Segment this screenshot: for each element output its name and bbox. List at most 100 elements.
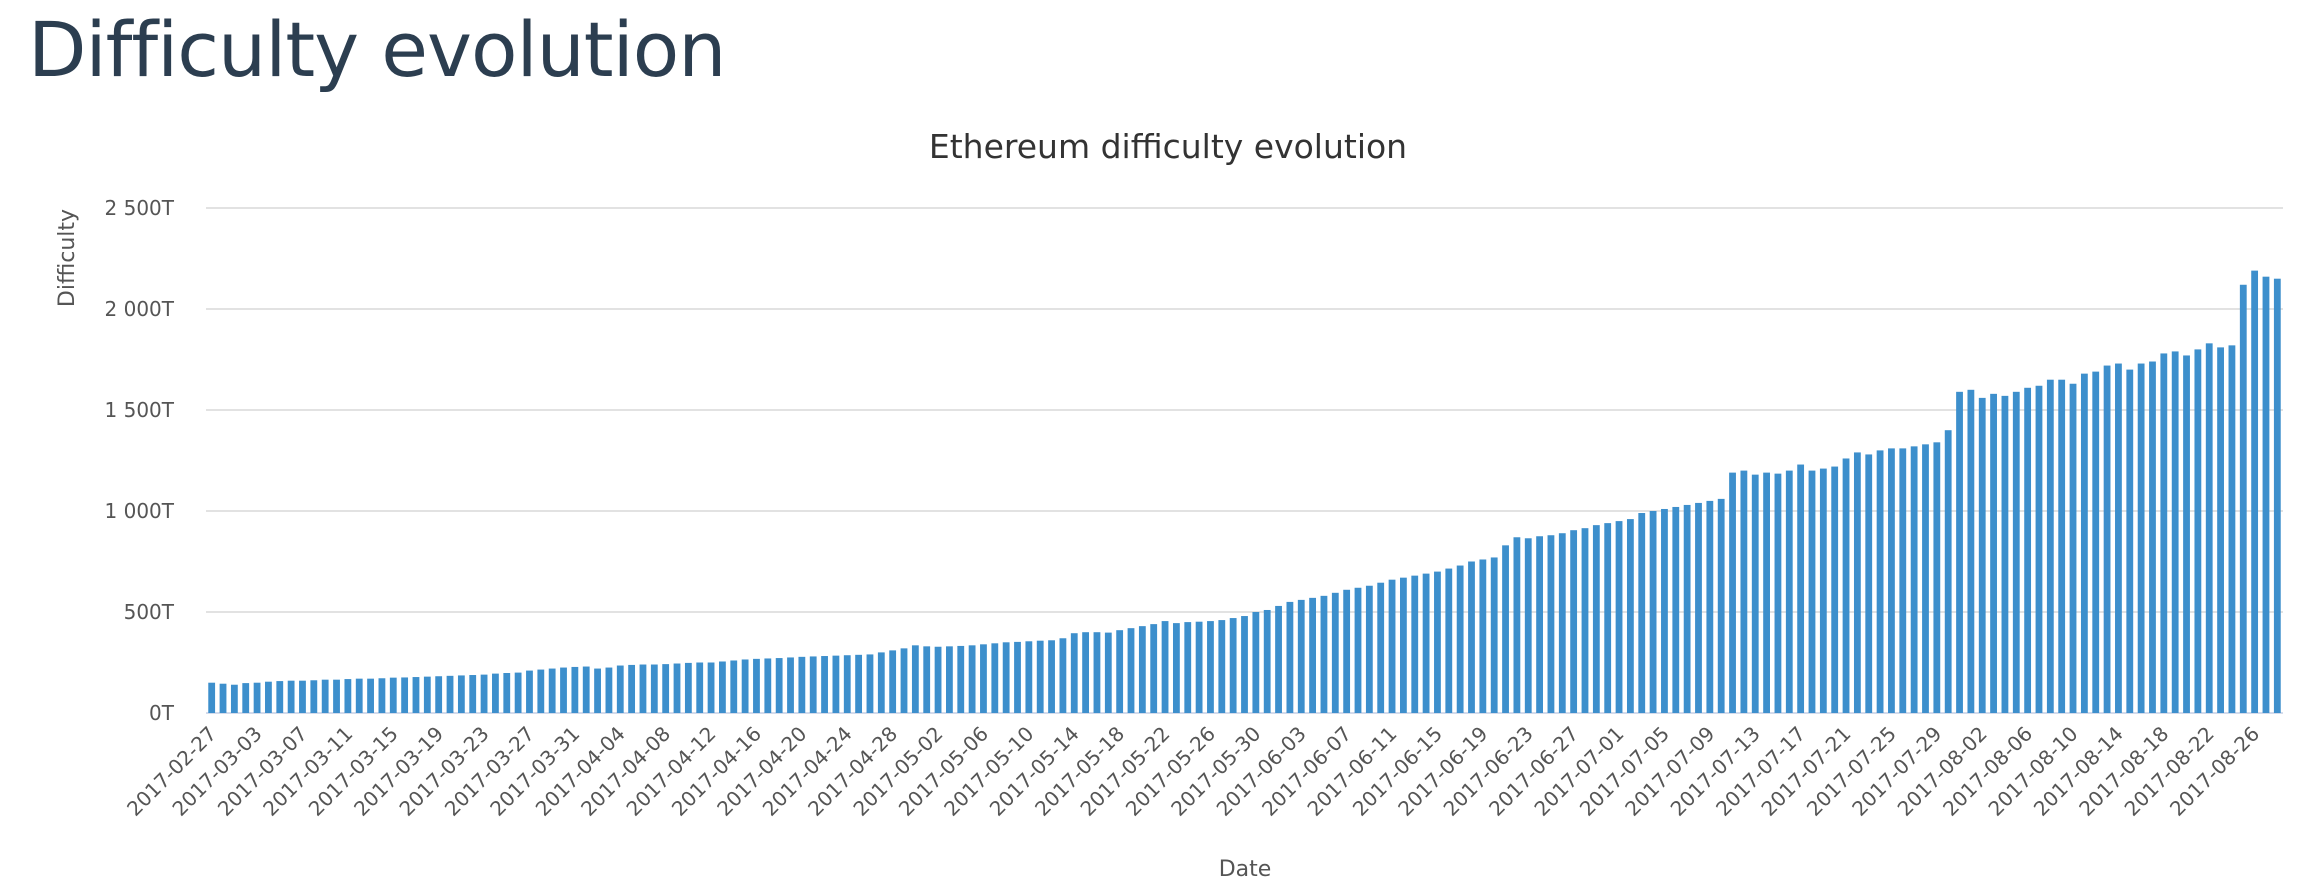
- bar: [367, 678, 374, 713]
- bar: [230, 684, 238, 713]
- bar: [321, 679, 329, 713]
- bar: [1048, 640, 1055, 713]
- bar: [480, 674, 488, 713]
- bar: [753, 658, 760, 713]
- bar: [1207, 621, 1214, 713]
- bar: [537, 669, 545, 713]
- bar: [1683, 504, 1691, 713]
- bar: [2228, 345, 2236, 713]
- bar: [1161, 621, 1169, 713]
- bar: [1104, 632, 1112, 713]
- bar: [1309, 597, 1317, 713]
- y-tick-label: 0T: [149, 701, 175, 725]
- bar: [968, 645, 976, 713]
- bar: [2001, 395, 2009, 713]
- bar: [1490, 557, 1498, 713]
- bar: [1116, 630, 1124, 713]
- bar: [1547, 535, 1555, 713]
- bar: [2058, 379, 2066, 713]
- bar: [333, 679, 340, 713]
- bar: [2194, 349, 2202, 713]
- bar: [299, 680, 306, 713]
- bar: [1922, 444, 1929, 713]
- bar: [832, 655, 840, 713]
- bar: [1502, 545, 1509, 713]
- bar: [1536, 536, 1543, 713]
- bar: [821, 656, 828, 713]
- bar: [1978, 397, 1986, 713]
- bar: [1865, 454, 1873, 713]
- bar: [1241, 616, 1248, 713]
- bar: [1354, 587, 1362, 713]
- bar: [594, 668, 601, 713]
- bar: [2183, 355, 2190, 713]
- bar: [582, 666, 590, 713]
- bar: [1524, 538, 1532, 713]
- bar: [1706, 500, 1714, 713]
- bar: [2160, 353, 2168, 713]
- bar: [2217, 347, 2224, 713]
- bar: [1740, 470, 1748, 713]
- bar: [662, 664, 670, 713]
- bar: [957, 645, 965, 713]
- bar: [1853, 452, 1861, 713]
- bar: [1411, 575, 1419, 713]
- bar: [1422, 573, 1430, 713]
- bar: [1263, 609, 1271, 713]
- bar: [605, 667, 613, 713]
- x-axis-title: Date: [1219, 857, 1272, 882]
- bar: [1036, 640, 1044, 713]
- bar: [730, 660, 738, 713]
- bar: [526, 670, 533, 713]
- bar: [1604, 523, 1612, 713]
- bar: [344, 679, 352, 713]
- bar: [889, 650, 897, 713]
- bar: [1127, 628, 1135, 713]
- bar: [389, 677, 397, 713]
- bar: [1649, 511, 1657, 713]
- bar: [265, 681, 272, 713]
- bar: [446, 675, 454, 713]
- bar: [378, 678, 386, 713]
- bar: [1331, 592, 1339, 713]
- bar: [435, 676, 443, 713]
- bar: [707, 662, 715, 713]
- bar: [1570, 530, 1578, 713]
- bar: [2024, 387, 2032, 713]
- bar: [253, 682, 261, 713]
- bar: [798, 656, 806, 713]
- bar: [548, 668, 556, 713]
- bar: [684, 662, 692, 713]
- bar: [2115, 363, 2122, 713]
- bar: [2035, 385, 2043, 713]
- bar: [1025, 641, 1033, 713]
- bar: [1967, 389, 1975, 713]
- bar: [571, 666, 579, 713]
- bar: [1990, 393, 1997, 713]
- bar: [764, 658, 772, 713]
- bar: [877, 652, 885, 713]
- bar: [1320, 595, 1328, 713]
- bar: [1434, 571, 1441, 713]
- bar: [1002, 642, 1010, 713]
- bar: [514, 672, 522, 713]
- bar: [696, 662, 704, 713]
- bar: [1184, 622, 1192, 713]
- y-axis-title: Difficulty: [55, 209, 80, 307]
- bar: [1751, 474, 1759, 713]
- chart-title: Ethereum difficulty evolution: [929, 127, 1407, 166]
- bar: [1592, 525, 1600, 713]
- bar: [900, 648, 908, 713]
- bar: [628, 664, 636, 713]
- bar: [1774, 473, 1782, 713]
- bar: [934, 646, 942, 713]
- bar: [1831, 466, 1839, 713]
- bar: [1014, 641, 1021, 713]
- bar: [219, 683, 227, 713]
- bar: [2046, 379, 2054, 713]
- bar: [1638, 513, 1646, 713]
- bar: [1819, 468, 1827, 713]
- bar: [1297, 599, 1305, 713]
